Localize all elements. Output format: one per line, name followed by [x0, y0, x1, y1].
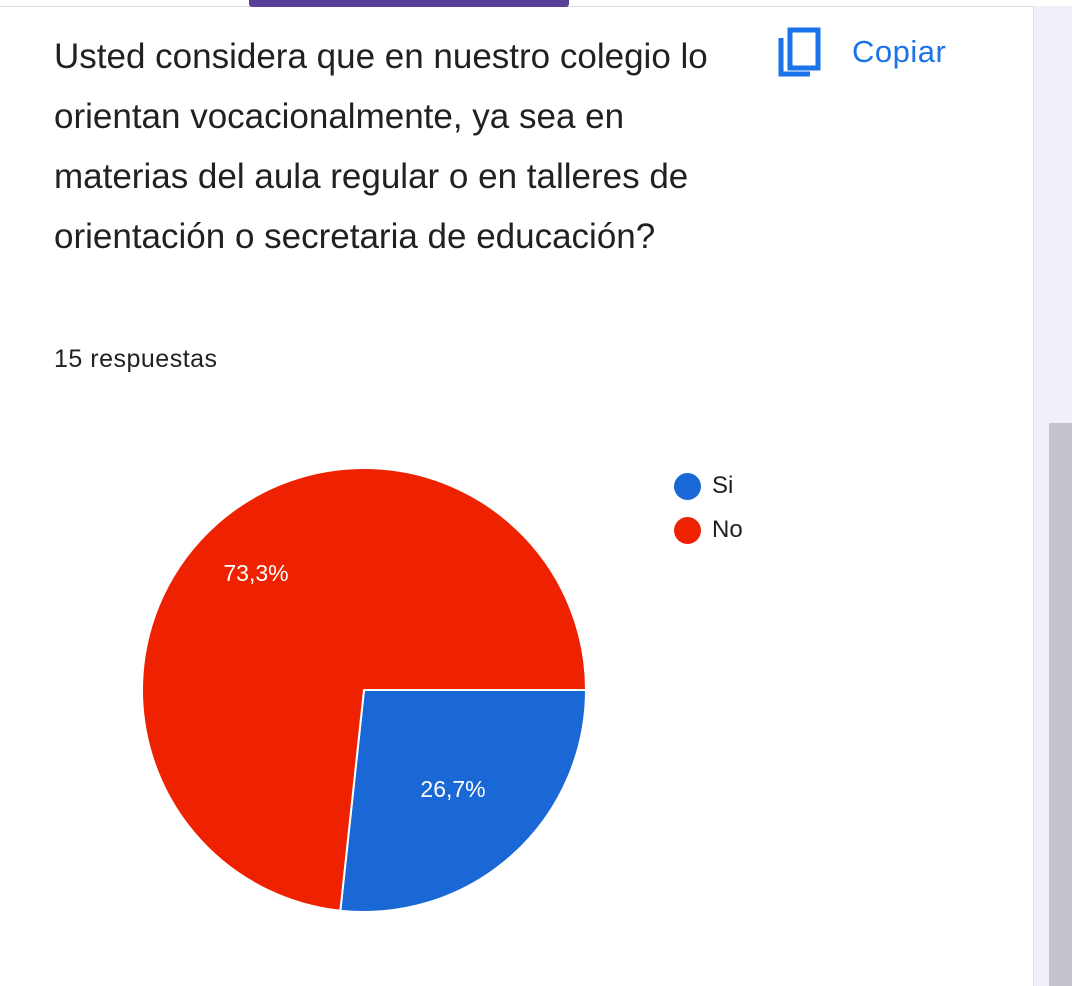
pie-label-no: 73,3%: [223, 560, 288, 586]
copy-icon: [778, 27, 821, 77]
copy-label: Copiar: [852, 34, 947, 69]
response-count: 15 respuestas: [54, 345, 218, 373]
legend-label-si: Si: [712, 472, 734, 499]
scrollbar-upper[interactable]: [1049, 6, 1072, 423]
pie-slice-no[interactable]: [141, 467, 588, 912]
legend-item-no[interactable]: No: [674, 508, 743, 552]
legend-swatch-si: [674, 472, 701, 500]
pie-chart: 26,7% 73,3%: [141, 467, 588, 913]
legend-label-no: No: [712, 516, 743, 543]
pie-label-si: 26,7%: [420, 776, 485, 802]
legend-item-si[interactable]: Si: [674, 464, 743, 508]
active-section-indicator: [249, 0, 569, 7]
legend-swatch-no: [674, 516, 701, 544]
chart-legend: Si No: [674, 464, 743, 552]
pie-slice-si[interactable]: [339, 689, 588, 913]
question-title: Usted considera que en nuestro colegio l…: [54, 37, 708, 256]
copy-button[interactable]: Copiar: [776, 26, 946, 78]
scrollbar-thumb[interactable]: [1049, 423, 1072, 986]
